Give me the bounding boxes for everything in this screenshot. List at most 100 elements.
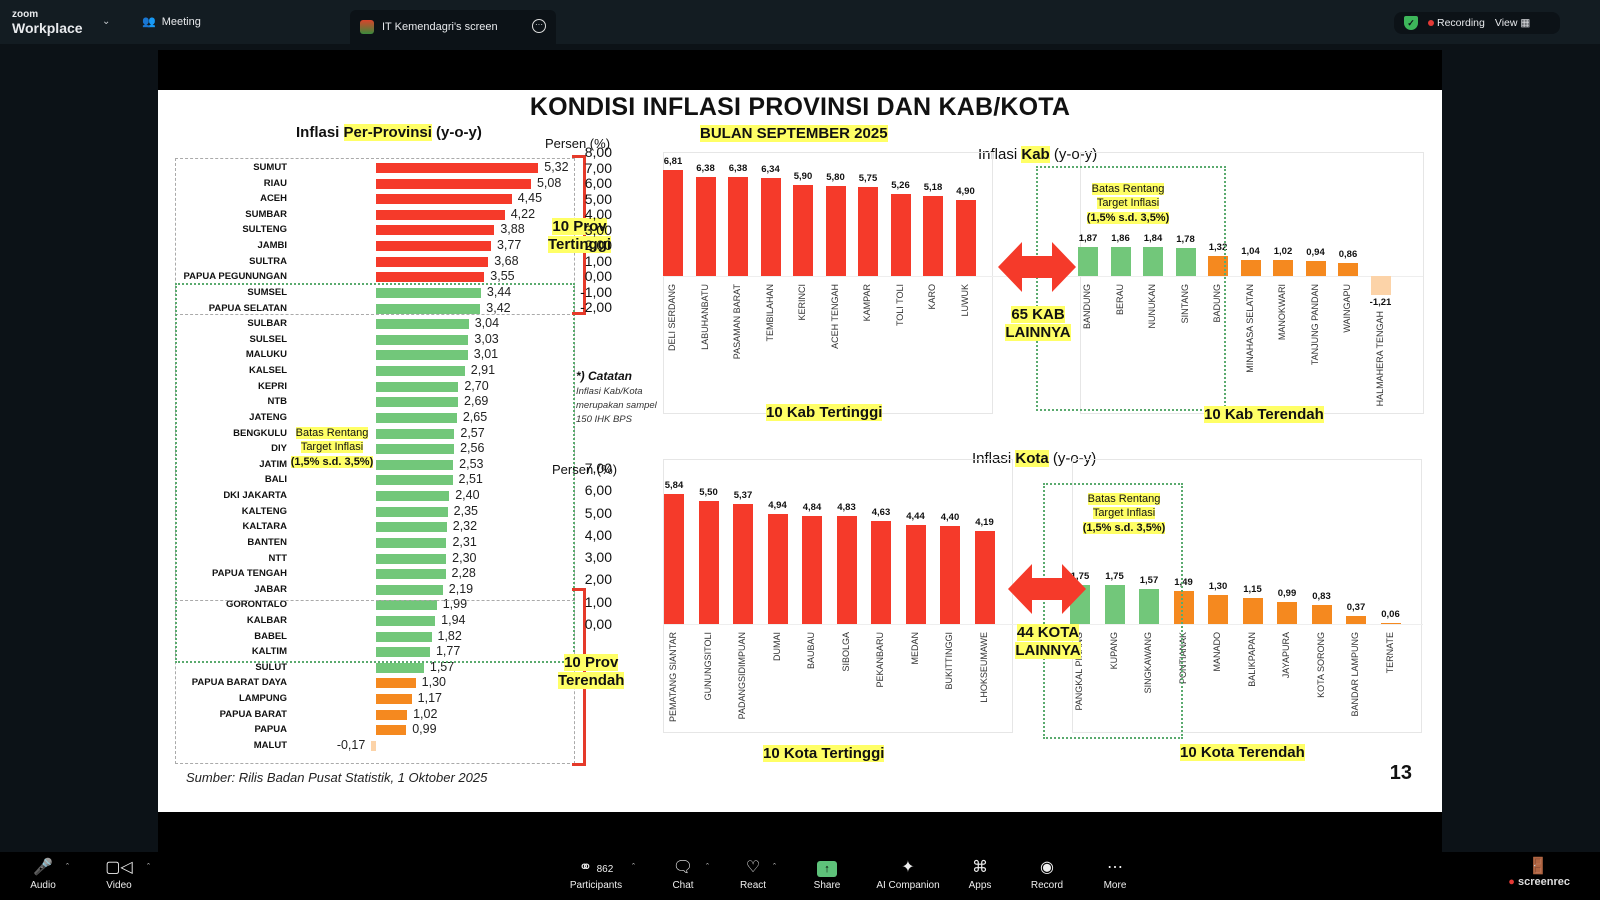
bar: [663, 170, 683, 276]
video-button[interactable]: ▢◁ Video: [84, 858, 154, 891]
label-line1: 65 KAB: [1011, 306, 1065, 323]
bar-category: PEMATANG SIANTAR: [668, 632, 678, 723]
province-bar: [376, 678, 416, 689]
bar: [1078, 247, 1098, 276]
province-bar: [376, 444, 455, 455]
zoom-workplace-logo[interactable]: zoom Workplace: [12, 9, 83, 36]
province-name: JATIM: [259, 458, 287, 470]
title-pre: Inflasi: [978, 146, 1022, 163]
bar-category: JAYAPURA: [1281, 632, 1291, 679]
chevron-up-icon[interactable]: ˆ: [147, 862, 150, 872]
note-title: *) Catatan: [576, 369, 633, 383]
province-value: -0,17: [336, 737, 366, 752]
province-row: SULBAR 3,04: [175, 316, 595, 332]
apps-button[interactable]: ⌘ Apps: [945, 858, 1015, 891]
participants-label: Participants: [569, 880, 623, 891]
bar-category: ACEH TENGAH: [829, 284, 840, 349]
target-range-box-kab: [1036, 166, 1226, 411]
province-value: 2,28: [451, 566, 476, 581]
bar-category: PADANGSIDIMPUAN: [737, 632, 747, 720]
bar: [836, 516, 857, 624]
bar-value: 0,86: [1338, 248, 1358, 260]
province-bar: [376, 506, 448, 517]
province-value: 1,02: [413, 706, 438, 721]
province-bar: [376, 178, 531, 189]
province-row: MALUKU 3,01: [175, 347, 595, 363]
bar-value: 0,94: [1306, 247, 1325, 259]
chevron-up-icon[interactable]: ˆ: [632, 862, 635, 872]
province-row: NTB 2,69: [175, 394, 595, 410]
bar-category: TOLI TOLI: [894, 284, 905, 327]
bar: [695, 177, 716, 276]
react-button[interactable]: ♡ React: [718, 858, 788, 891]
bar: [802, 516, 822, 624]
slide-title: KONDISI INFLASI PROVINSI DAN KAB/KOTA: [529, 93, 1071, 121]
title-post: (y-o-y): [1048, 450, 1097, 467]
bar: [698, 501, 719, 624]
shield-check-icon[interactable]: ✓: [1404, 16, 1418, 30]
bar: [728, 177, 748, 276]
bar-category: BAUBAU: [806, 632, 816, 670]
record-button[interactable]: ◉ Record: [1012, 858, 1082, 891]
province-name: SULUT: [255, 661, 287, 673]
recording-indicator[interactable]: Recording: [1428, 17, 1485, 29]
y-tick: 0,00: [584, 268, 612, 284]
bar: [1311, 605, 1332, 624]
bar-category: LUWUK: [959, 284, 970, 317]
province-bar: [376, 209, 505, 220]
bar-value: 1,02: [1273, 246, 1293, 258]
bar-value: 0,06: [1381, 608, 1400, 620]
bar: [1240, 259, 1261, 276]
province-name: DIY: [271, 443, 287, 455]
target-range-note-kota: Batas Rentang Target Inflasi (1,5% s.d. …: [1074, 492, 1174, 535]
ai-companion-button[interactable]: ✦ AI Companion: [866, 858, 950, 891]
province-bar: [376, 303, 481, 314]
video-label: Video: [106, 880, 132, 891]
more-label: More: [1103, 880, 1127, 891]
participants-button[interactable]: ⚭ 862 Participants: [556, 858, 636, 891]
chat-button[interactable]: 🗨 Chat: [648, 858, 718, 891]
leave-icon[interactable]: 🚪: [1528, 858, 1548, 875]
bar-category: LABUHANBATU: [699, 284, 710, 350]
kab-others-label: 65 KAB LAINNYA: [998, 306, 1078, 342]
more-options-icon[interactable]: ···: [532, 19, 546, 33]
province-name: NTB: [267, 396, 287, 408]
chevron-up-icon[interactable]: ˆ: [706, 862, 709, 872]
share-screen-tab[interactable]: IT Kemendagri's screen ···: [350, 10, 556, 44]
province-value: 3,42: [486, 300, 511, 315]
logo-small: zoom: [12, 9, 39, 20]
bar-value: 5,75: [858, 172, 878, 184]
y-tick: 3,00: [584, 549, 612, 566]
province-value: 2,53: [459, 456, 484, 471]
view-button[interactable]: View ▦: [1495, 17, 1530, 29]
label: 10 Kab Tertinggi: [766, 404, 883, 421]
province-row: PAPUA 0,99: [175, 722, 595, 738]
chevron-down-icon[interactable]: ⌄: [102, 16, 111, 27]
label: 10 Kota Terendah: [1180, 744, 1305, 761]
province-name: JABAR: [254, 583, 287, 595]
meeting-tab[interactable]: 👥 Meeting: [142, 15, 201, 29]
province-value: 4,22: [510, 206, 536, 221]
province-value: 0,99: [412, 722, 437, 737]
separator-bottom: [175, 600, 575, 601]
bar-category: TERNATE: [1384, 632, 1395, 674]
more-button[interactable]: ⋯ More: [1080, 858, 1150, 891]
share-button[interactable]: ↑ Share: [792, 858, 862, 891]
audio-button[interactable]: 🎤 Audio: [8, 858, 78, 891]
bar: [974, 530, 995, 624]
bar-value: 5,37: [733, 490, 753, 502]
batas-line2: Target Inflasi: [1096, 197, 1160, 210]
province-value: 3,55: [490, 269, 515, 284]
province-name: SUMUT: [253, 162, 287, 173]
note-body: Inflasi Kab/Kota merupakan sampel 150 IH…: [576, 386, 657, 425]
province-bar: [376, 334, 469, 345]
chevron-up-icon[interactable]: ˆ: [773, 862, 776, 872]
province-row: BANTEN 2,31: [175, 535, 595, 551]
bar: [1208, 255, 1228, 276]
label-line1: 44 KOTA: [1016, 624, 1080, 641]
kota-high-label: 10 Kota Tertinggi: [763, 745, 885, 763]
batas-line2: Target Inflasi: [1092, 507, 1156, 520]
bar: [1104, 584, 1125, 624]
y-tick: 0,00: [584, 616, 612, 632]
chevron-up-icon[interactable]: ˆ: [66, 862, 69, 872]
